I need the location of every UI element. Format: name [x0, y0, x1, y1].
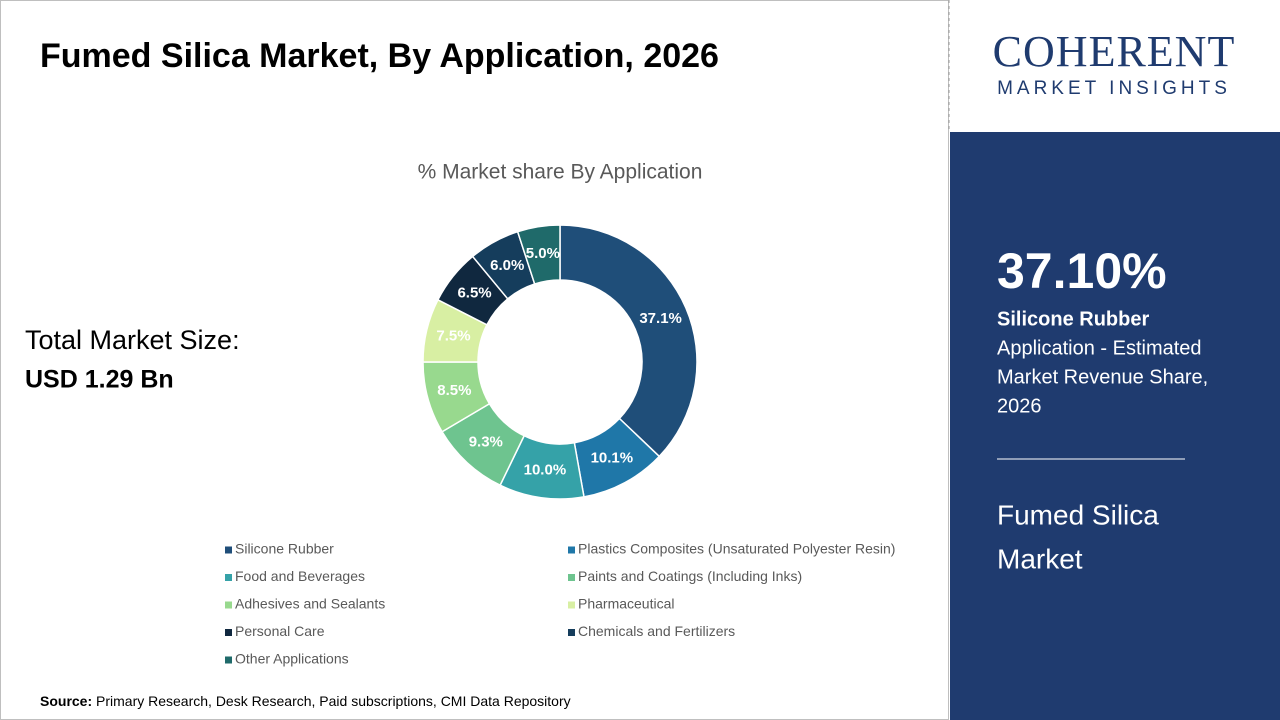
market-size-value: USD 1.29 Bn	[25, 366, 174, 394]
legend-label: Silicone Rubber	[235, 541, 334, 557]
data-label: 8.5%	[437, 382, 471, 399]
legend-label: Personal Care	[235, 623, 325, 639]
data-label: 9.3%	[469, 433, 503, 450]
legend-label: Paints and Coatings (Including Inks)	[578, 568, 802, 584]
legend-label: Pharmaceutical	[578, 596, 675, 612]
legend-swatch	[225, 574, 232, 581]
market-name: Market	[997, 543, 1083, 574]
logo-tagline: MARKET INSIGHTS	[997, 78, 1231, 99]
legend-swatch	[225, 601, 232, 609]
data-label: 6.0%	[490, 257, 524, 274]
source-label: Source:	[40, 693, 92, 709]
highlight-description: 2026	[997, 395, 1042, 417]
legend-swatch	[225, 656, 232, 664]
chart-title: % Market share By Application	[418, 161, 703, 184]
legend-swatch	[568, 546, 575, 554]
logo-name: COHERENT	[993, 27, 1236, 76]
legend-swatch	[225, 629, 232, 636]
data-label: 7.5%	[436, 327, 470, 344]
legend-label: Plastics Composites (Unsaturated Polyest…	[578, 541, 895, 557]
sidebar-panel	[950, 132, 1280, 720]
donut-segment	[559, 224, 698, 458]
legend-label: Food and Beverages	[235, 568, 365, 584]
data-label: 37.1%	[639, 310, 682, 327]
highlight-description: Market Revenue Share,	[997, 366, 1208, 388]
legend-swatch	[568, 601, 575, 609]
legend-label: Adhesives and Sealants	[235, 596, 385, 612]
source: Source: Primary Research, Desk Research,…	[40, 693, 571, 709]
legend-label: Chemicals and Fertilizers	[578, 623, 735, 639]
data-label: 10.1%	[591, 449, 634, 466]
data-label: 6.5%	[457, 285, 491, 302]
legend-swatch	[568, 574, 575, 581]
data-label: 10.0%	[524, 461, 567, 478]
market-name: Fumed Silica	[997, 499, 1159, 530]
source-text: Primary Research, Desk Research, Paid su…	[96, 693, 571, 709]
legend-label: Other Applications	[235, 651, 349, 667]
market-size-label: Total Market Size:	[25, 325, 240, 355]
legend-swatch	[225, 546, 232, 554]
donut-segment	[516, 224, 561, 285]
highlight-segment: Silicone Rubber	[997, 308, 1149, 330]
page-title: Fumed Silica Market, By Application, 202…	[40, 37, 719, 75]
data-label: 5.0%	[526, 245, 560, 262]
legend-swatch	[568, 629, 575, 636]
highlight-description: Application - Estimated	[997, 337, 1202, 359]
highlight-value: 37.10%	[997, 243, 1167, 299]
